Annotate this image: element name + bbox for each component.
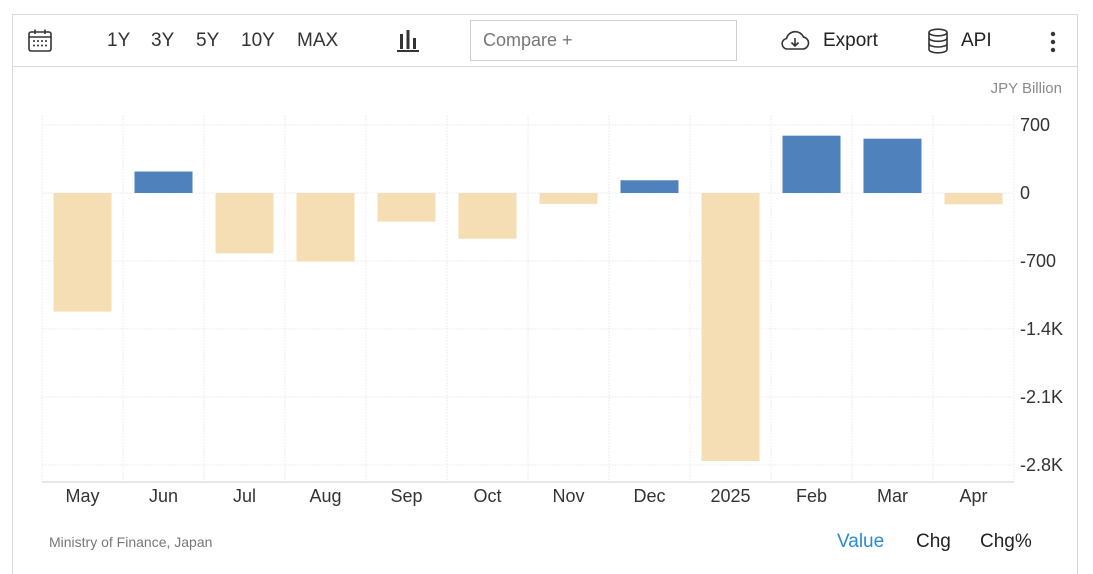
export-button[interactable]: Export: [779, 25, 878, 57]
bar-chart: May Jun Jul Aug Sep Oct Nov Dec 2025 Feb Mar Apr 700…: [41, 115, 1063, 506]
source-label: Ministry of Finance, Japan: [49, 534, 213, 550]
bar-may: [53, 193, 112, 312]
x-tick-label: Nov: [552, 486, 584, 506]
range-max-button[interactable]: MAX: [297, 30, 339, 51]
chg-pct-mode-button[interactable]: Chg%: [980, 531, 1032, 552]
x-tick-label: Sep: [390, 486, 422, 506]
range-10y-button[interactable]: 10Y: [241, 30, 275, 51]
range-5y-button[interactable]: 5Y: [196, 30, 220, 51]
bar-2025: [701, 193, 760, 462]
y-tick-label: -1.4K: [1020, 319, 1063, 339]
x-tick-label: May: [65, 486, 99, 506]
y-tick-label: -2.1K: [1020, 387, 1063, 407]
x-tick-label: Dec: [633, 486, 665, 506]
bar-feb: [782, 135, 841, 193]
bar-aug: [296, 193, 355, 262]
bar-mar: [863, 138, 922, 193]
unit-label: JPY Billion: [990, 80, 1062, 97]
api-button[interactable]: API: [927, 25, 992, 57]
bar-dec: [620, 180, 679, 193]
x-tick-label: Apr: [959, 486, 987, 506]
vertical-dots-icon[interactable]: [1047, 30, 1059, 54]
bar-oct: [458, 193, 517, 239]
y-tick-label: -700: [1020, 251, 1056, 271]
bar-sep: [377, 193, 436, 222]
bar-apr: [944, 193, 1003, 205]
bar-nov: [539, 193, 598, 204]
y-tick-label: 700: [1020, 115, 1050, 135]
bar-jul: [215, 193, 274, 254]
x-tick-label: Oct: [473, 486, 501, 506]
chg-mode-button[interactable]: Chg: [916, 531, 951, 552]
x-tick-label: Jul: [233, 486, 256, 506]
x-tick-label: Mar: [877, 486, 908, 506]
x-tick-label: 2025: [710, 486, 750, 506]
bar-jun: [134, 171, 193, 193]
toolbar: 1Y 3Y 5Y 10Y MAX Export API: [12, 14, 1078, 67]
range-1y-button[interactable]: 1Y: [107, 30, 131, 51]
range-3y-button[interactable]: 3Y: [151, 30, 175, 51]
compare-input[interactable]: [470, 20, 737, 61]
y-tick-label: 0: [1020, 183, 1030, 203]
database-icon: [928, 28, 948, 54]
export-label: Export: [823, 30, 878, 51]
calendar-icon[interactable]: [27, 28, 53, 54]
cloud-download-icon: [781, 30, 810, 50]
chart-frame: [12, 14, 1078, 574]
value-mode-button[interactable]: Value: [837, 531, 885, 552]
y-tick-label: -2.8K: [1020, 455, 1063, 475]
bar-chart-icon[interactable]: [397, 29, 419, 53]
api-label: API: [961, 30, 992, 51]
x-tick-label: Aug: [309, 486, 341, 506]
x-tick-label: Jun: [149, 486, 178, 506]
x-tick-label: Feb: [796, 486, 827, 506]
